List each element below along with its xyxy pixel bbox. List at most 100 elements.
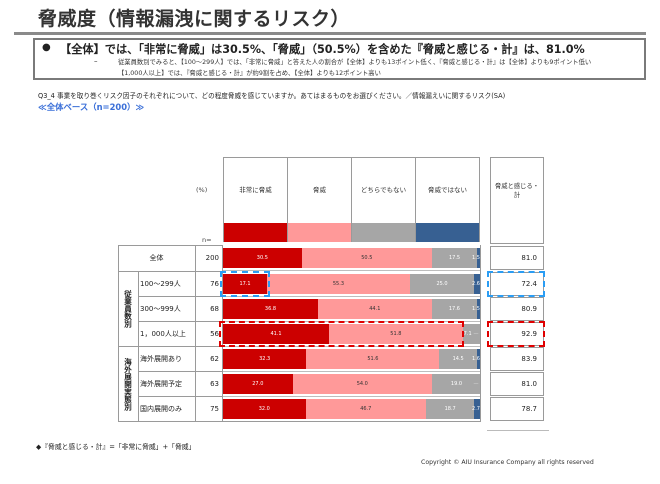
bar-value-label: 55.3	[332, 281, 345, 287]
legend-item: 脅威ではない	[416, 158, 479, 242]
bar-segment	[426, 399, 475, 419]
legend-label: どちらでもない	[360, 186, 407, 194]
bar-segment	[409, 274, 475, 294]
bar-value-label: 44.1	[369, 306, 381, 312]
legend-item: 脅威	[288, 158, 352, 242]
legend-label: 非常に脅威	[239, 186, 272, 194]
row-n-value: 63	[210, 380, 219, 388]
row-label: 1，000人以上	[140, 330, 186, 338]
question-text: Q3_4 事業を取り巻くリスク因子のそれぞれについて、どの程度脅威を感じています…	[38, 92, 506, 100]
copyright: Copyright © AIU Insurance Company all ri…	[421, 459, 594, 466]
bar-segment	[317, 299, 432, 319]
bar-value-label: 17.5	[448, 255, 461, 261]
page-title: 脅威度（情報漏洩に関するリスク）	[38, 8, 351, 30]
row-label: 100〜299人	[140, 280, 181, 288]
row-n-value: 76	[210, 280, 219, 288]
row-label-table	[118, 245, 223, 422]
bar-value-label: 2.7	[472, 406, 480, 412]
bar-value-label: 27.0	[252, 381, 264, 387]
total-value: 80.9	[490, 297, 544, 321]
unit-label: (%)	[196, 186, 208, 194]
bar-value-label: 14.5	[452, 356, 464, 362]
bar-value-label: 50.5	[361, 255, 373, 261]
bar-segment	[477, 248, 481, 268]
legend-swatch	[224, 223, 287, 242]
bar-segment	[306, 349, 440, 369]
highlight-box	[220, 271, 270, 297]
bar-value-label: 41.1	[270, 331, 282, 337]
legend-item: 非常に脅威	[224, 158, 288, 242]
footer-divider	[487, 430, 549, 431]
row-n-value: 68	[210, 305, 219, 313]
summary-box	[33, 38, 646, 80]
dash-icon: –	[94, 57, 98, 65]
row-label: 海外展開予定	[140, 380, 182, 388]
row-divider	[223, 270, 481, 271]
bar-segment	[476, 349, 481, 369]
highlight-box	[219, 321, 464, 347]
bar-segment	[223, 374, 293, 394]
highlight-box	[487, 271, 545, 297]
row-divider	[223, 371, 481, 372]
summary-main-text: 【全体】では、「非常に脅威」は30.5%、「脅威」（50.5%）を含めた『脅威と…	[60, 43, 585, 56]
row-label: 300〜999人	[140, 305, 181, 313]
table-divider	[138, 296, 223, 297]
legend-item: どちらでもない	[352, 158, 416, 242]
bar-segment	[329, 324, 463, 344]
legend-swatch	[352, 223, 415, 242]
bar-segment	[431, 374, 481, 394]
legend-header: 非常に脅威 脅威 どちらでもない 脅威ではない	[223, 157, 480, 242]
bar-segment	[439, 349, 477, 369]
bar-segment	[223, 324, 330, 344]
bar-segment	[431, 299, 478, 319]
table-divider	[138, 396, 223, 397]
bar-segment	[474, 274, 481, 294]
row-n-value: 56	[210, 330, 219, 338]
bar-segment	[305, 399, 427, 419]
bar-segment	[223, 299, 318, 319]
bar-value-label: 18.7	[444, 406, 456, 412]
bullet-icon: ●	[42, 42, 51, 53]
title-divider	[14, 32, 646, 35]
bar-value-label: 1.5	[472, 255, 480, 261]
row-n-value: 62	[210, 355, 219, 363]
summary-sub-text-2: 【1,000人以上】では、『脅威と感じる・計』が約9割を占め、【全体】よりも12…	[118, 70, 381, 77]
group-label: 海外展開実態別	[123, 357, 133, 411]
table-divider	[195, 245, 196, 421]
total-value: 78.7	[490, 397, 544, 421]
summary-sub-text-1: 従業員数別でみると、【100〜299人】では、「非常に脅威」と答えた人の割合が【…	[118, 59, 592, 66]
bar-value-label: 1.6	[472, 356, 480, 362]
legend-swatch	[416, 223, 479, 242]
bar-segment	[223, 274, 268, 294]
bar-segment	[462, 324, 481, 344]
highlight-box	[487, 321, 545, 347]
row-label: 国内展開のみ	[140, 405, 182, 413]
bar-value-label: 51.8	[390, 331, 402, 337]
bar-value-label: 51.6	[367, 356, 379, 362]
bar-area-border	[223, 421, 481, 422]
bar-value-label: 32.0	[258, 406, 270, 412]
bar-value-label: —	[473, 331, 479, 337]
table-divider	[118, 346, 223, 347]
footnote: ◆『脅威と感じる・計』=「非常に脅威」+「脅威」	[36, 443, 196, 451]
bar-value-label: 17.1	[239, 281, 251, 287]
total-value: 83.9	[490, 347, 544, 371]
row-n-value: 75	[210, 405, 219, 413]
row-divider	[223, 396, 481, 397]
table-divider	[118, 271, 223, 272]
bar-segment	[267, 274, 410, 294]
bar-value-label: 54.0	[356, 381, 368, 387]
base-label: ≪全体ベース（n=200）≫	[38, 102, 145, 112]
row-label: 全体	[149, 254, 164, 262]
bar-segment	[223, 349, 307, 369]
bar-value-label: 17.6	[448, 306, 460, 312]
group-label: 従業員数別	[123, 290, 133, 328]
bar-segment	[301, 248, 432, 268]
bar-segment	[477, 299, 481, 319]
bar-segment	[474, 399, 482, 419]
bar-value-label: 7.1	[463, 331, 472, 337]
bar-area-border	[480, 245, 481, 421]
row-n-value: 200	[205, 254, 219, 262]
bar-segment	[223, 248, 302, 268]
bar-value-label: 46.7	[360, 406, 372, 412]
